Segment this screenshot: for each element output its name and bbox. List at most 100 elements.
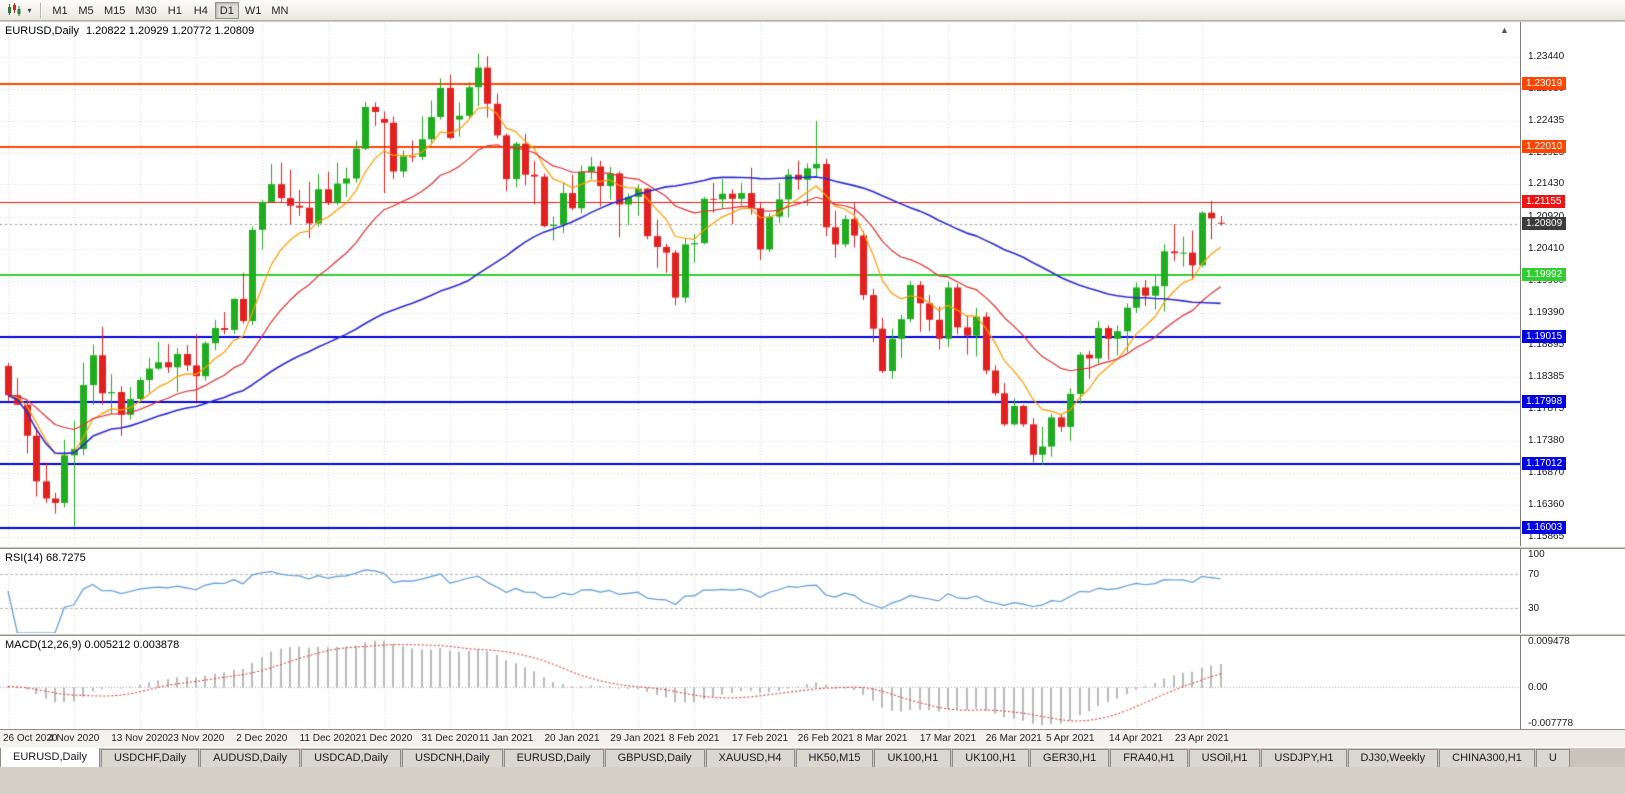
chart-tab-2[interactable]: AUDUSD,Daily (200, 749, 301, 767)
price-axis-label: 1.19390 (1528, 307, 1565, 319)
panel-splitter[interactable] (0, 546, 1625, 549)
chart-tab-6[interactable]: GBPUSD,Daily (604, 749, 705, 767)
date-axis-label: 8 Feb 2021 (668, 733, 720, 744)
date-axis-label: 17 Feb 2021 (731, 733, 789, 744)
macd-axis-label: -0.007778 (1528, 718, 1574, 729)
chart-tab-15[interactable]: DJ30,Weekly (1347, 749, 1439, 767)
date-axis-label: 5 Apr 2021 (1046, 733, 1095, 744)
date-axis-label: 26 Feb 2021 (797, 733, 854, 744)
price-axis-label: 1.17875 (1528, 403, 1565, 415)
chart-tab-17[interactable]: U (1535, 749, 1570, 767)
date-axis-label: 17 Mar 2021 (919, 733, 977, 744)
macd-axis-label: 0.009478 (1528, 636, 1570, 647)
price-axis-label: 1.20920 (1528, 211, 1564, 222)
date-axis-label: 20 Jan 2021 (544, 733, 600, 744)
chart-tab-11[interactable]: GER30,H1 (1030, 749, 1110, 767)
main-chart-panel: 1.234401.229301.224351.219251.214301.209… (0, 22, 1625, 546)
timeframe-button-mn[interactable]: MN (271, 4, 289, 17)
chart-tab-4[interactable]: USDCNH,Daily (402, 749, 503, 767)
chart-tab-10[interactable]: UK100,H1 (952, 749, 1030, 767)
price-level-badge: 1.19992 (1522, 268, 1567, 282)
price-level-badge: 1.21155 (1522, 194, 1566, 208)
date-axis-label: 23 Apr 2021 (1174, 733, 1229, 744)
chart-tab-5[interactable]: EURUSD,Daily (503, 749, 604, 767)
price-level-badge: 1.19015 (1522, 330, 1567, 344)
date-axis-label: 8 Mar 2021 (856, 733, 908, 744)
chart-tab-0[interactable]: EURUSD,Daily (0, 748, 100, 767)
timeframe-button-h4[interactable]: H4 (193, 4, 208, 17)
chart-tab-bar: EURUSD,Daily USDCHF,Daily AUDUSD,Daily USDC… (0, 747, 1625, 767)
rsi-axis[interactable]: 100 70 30 (1520, 549, 1625, 633)
rsi-axis-label: 70 (1528, 569, 1540, 581)
date-axis-label: 2 Dec 2020 (236, 733, 288, 744)
timeframe-button-w1[interactable]: W1 (244, 4, 262, 17)
chart-tab-9[interactable]: UK100,H1 (874, 749, 952, 767)
price-axis-label: 1.22435 (1528, 114, 1565, 126)
rsi-title: RSI(14) 68.7275 (5, 552, 86, 564)
timeframe-button-m5[interactable]: M5 (78, 4, 94, 17)
chart-tab-3[interactable]: USDCAD,Daily (301, 749, 402, 767)
date-axis-label: 31 Dec 2020 (421, 733, 479, 744)
price-axis-label: 1.23440 (1528, 50, 1565, 62)
rsi-axis-label: 30 (1528, 602, 1540, 614)
chart-tab-14[interactable]: USDJPY,H1 (1261, 749, 1347, 767)
price-level-badge: 1.16003 (1522, 521, 1567, 535)
price-axis-label: 1.18895 (1528, 338, 1565, 350)
rsi-indicator-panel: 100 70 30 RSI(14) 68.7275 (0, 549, 1625, 633)
scroll-to-end-icon[interactable]: ▲ (1500, 25, 1509, 35)
timeframe-button-h1[interactable]: H1 (167, 4, 182, 17)
price-axis-label: 1.16360 (1528, 499, 1565, 511)
current-price-badge: 1.20809 (1522, 216, 1567, 230)
timeframe-button-m15[interactable]: M15 (104, 4, 126, 17)
timeframe-buttons: M1 M5 M15 M30 H1 H4 D1 W1 MN (47, 0, 293, 20)
price-axis[interactable]: 1.234401.229301.224351.219251.214301.209… (1520, 22, 1625, 546)
chart-symbol-period: EURUSD,Daily (5, 25, 79, 37)
date-axis-label: 26 Oct 2020 (3, 733, 58, 744)
date-axis-label: 14 Apr 2021 (1109, 733, 1163, 744)
chart-tab-12[interactable]: FRA40,H1 (1110, 749, 1188, 767)
rsi-axis-label: 100 (1528, 549, 1545, 560)
price-level-badge: 1.22010 (1522, 140, 1567, 154)
chart-tab-8[interactable]: HK50,M15 (795, 749, 874, 767)
price-axis-label: 1.15865 (1528, 530, 1565, 542)
date-axis-label: 29 Jan 2021 (610, 733, 666, 744)
date-axis-label: 26 Mar 2021 (985, 733, 1042, 744)
chart-tab-16[interactable]: CHINA300,H1 (1439, 749, 1535, 767)
macd-axis[interactable]: 0.009478 0.00 -0.007778 (1520, 636, 1625, 729)
price-level-badge: 1.23019 (1522, 76, 1567, 90)
chart-tab-1[interactable]: USDCHF,Daily (100, 749, 200, 767)
window-bottom-edge (0, 767, 1625, 794)
panel-splitter[interactable] (0, 633, 1625, 636)
timeframe-button-m1[interactable]: M1 (52, 4, 68, 17)
price-axis-label: 1.17380 (1528, 434, 1565, 446)
price-level-badge: 1.17998 (1522, 394, 1567, 408)
date-axis-label: 23 Nov 2020 (167, 733, 225, 744)
date-axis[interactable]: 26 Oct 2020 4 Nov 2020 13 Nov 2020 23 Nov 2… (0, 729, 1625, 747)
macd-axis-label: 0.00 (1528, 681, 1548, 693)
macd-indicator-panel: 0.009478 0.00 -0.007778 MACD(12,26,9) 0.00… (0, 636, 1625, 729)
date-axis-label: 21 Dec 2020 (355, 733, 413, 744)
price-axis-label: 1.20410 (1528, 242, 1565, 254)
candlestick-chart-icon[interactable] (4, 2, 24, 19)
chart-tab-7[interactable]: XAUUSD,H4 (705, 749, 795, 767)
price-axis-label: 1.21430 (1528, 178, 1565, 190)
timeframe-button-d1[interactable]: D1 (214, 1, 239, 19)
toolbar-separator (40, 2, 42, 18)
timeframe-toolbar: ▾ M1 M5 M15 M30 H1 H4 D1 W1 MN (0, 0, 1625, 21)
price-level-badge: 1.17012 (1522, 457, 1567, 471)
date-axis-label: 11 Dec 2020 (299, 733, 356, 744)
chart-tab-13[interactable]: USOil,H1 (1188, 749, 1261, 767)
chart-title: EURUSD,Daily 1.20822 1.20929 1.20772 1.20… (5, 25, 254, 37)
chart-ohlc-values: 1.20822 1.20929 1.20772 1.20809 (85, 25, 255, 37)
date-axis-label: 4 Nov 2020 (48, 733, 100, 744)
date-axis-label: 13 Nov 2020 (111, 733, 168, 744)
date-axis-label: 11 Jan 2021 (479, 733, 534, 744)
rsi-canvas[interactable] (0, 549, 1520, 633)
timeframe-button-m30[interactable]: M30 (135, 4, 157, 17)
price-axis-label: 1.18385 (1528, 371, 1565, 383)
price-chart-canvas[interactable] (0, 22, 1520, 546)
macd-title: MACD(12,26,9) 0.005212 0.003878 (5, 639, 180, 651)
price-axis-label: 1.16870 (1528, 467, 1565, 479)
macd-canvas[interactable] (0, 636, 1520, 729)
chevron-down-icon[interactable]: ▾ (27, 5, 32, 15)
